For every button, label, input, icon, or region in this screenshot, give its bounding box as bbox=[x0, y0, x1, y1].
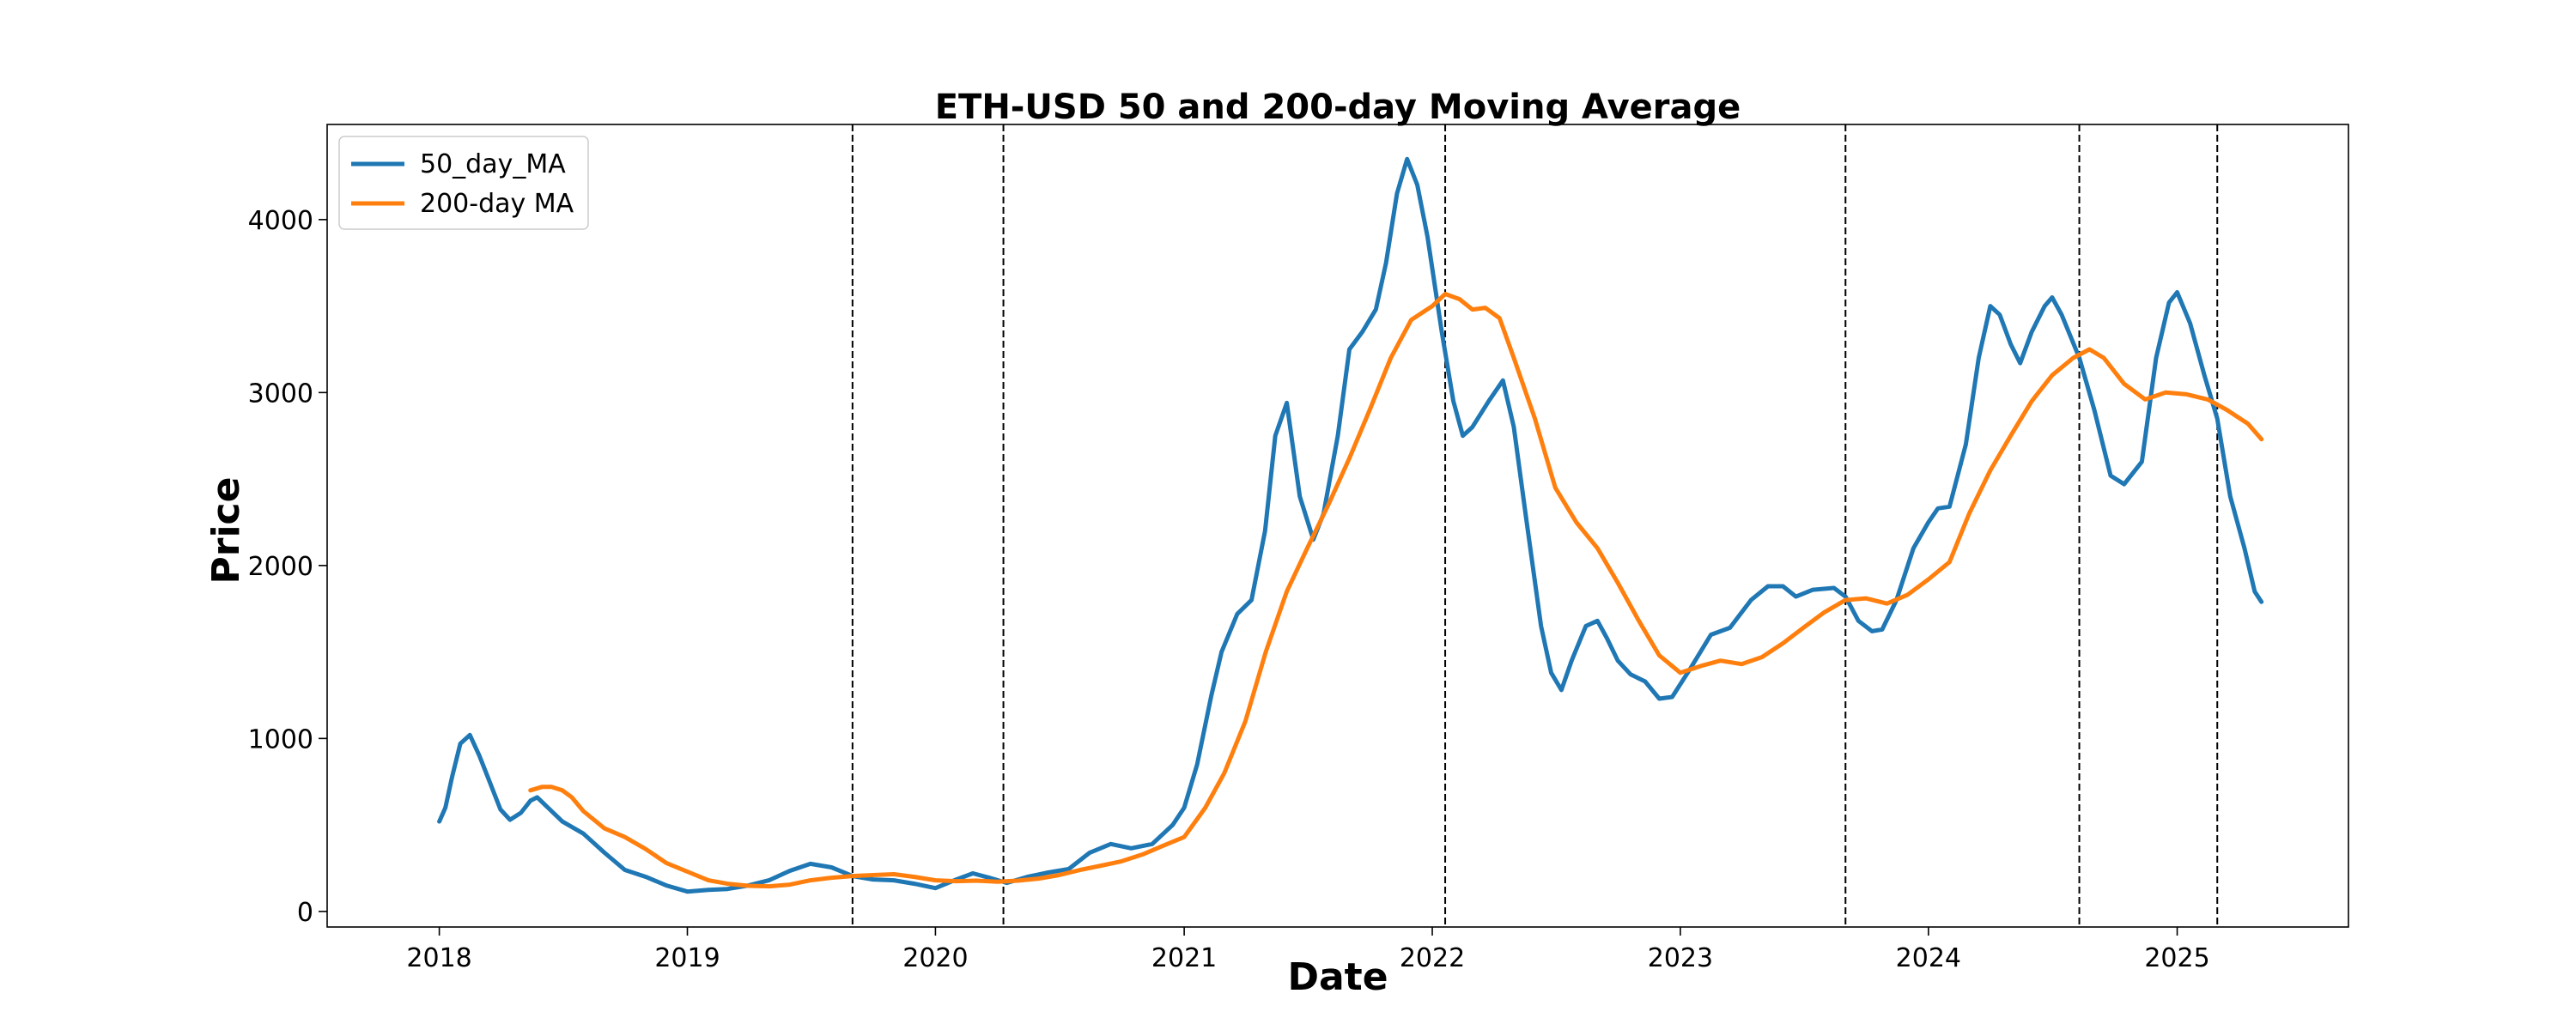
y-axis-ticks: 0 1000 2000 3000 4000 bbox=[248, 206, 327, 928]
y-tick-label-4000: 4000 bbox=[248, 206, 313, 236]
legend-label-1: 50_day_MA bbox=[420, 149, 566, 179]
x-tick-label-2022: 2022 bbox=[1400, 943, 1465, 973]
x-tick-label-2025: 2025 bbox=[2144, 943, 2209, 973]
x-axis-ticks: 2018 2019 2020 2021 2022 2023 2024 2025 bbox=[406, 927, 2210, 973]
y-tick-label-0: 0 bbox=[297, 898, 313, 928]
chart-title: ETH-USD 50 and 200-day Moving Average bbox=[935, 88, 1741, 127]
x-tick-label-2018: 2018 bbox=[406, 943, 471, 973]
series-line-200-day-ma bbox=[528, 292, 2264, 889]
x-tick-label-2023: 2023 bbox=[1648, 943, 1713, 973]
x-tick-label-2019: 2019 bbox=[654, 943, 720, 973]
x-tick-label-2021: 2021 bbox=[1151, 943, 1217, 973]
series-lines bbox=[437, 156, 2264, 894]
legend-label-2: 200-day MA bbox=[420, 189, 574, 219]
y-axis-label: Price bbox=[204, 477, 248, 585]
x-tick-label-2020: 2020 bbox=[902, 943, 968, 973]
series-line-50-day-ma bbox=[437, 156, 2264, 894]
x-tick-label-2024: 2024 bbox=[1896, 943, 1961, 973]
axes-frame bbox=[326, 124, 2349, 928]
legend-box bbox=[338, 136, 589, 230]
y-tick-label-2000: 2000 bbox=[248, 552, 313, 582]
y-tick-label-3000: 3000 bbox=[248, 379, 313, 409]
x-axis-label: Date bbox=[1287, 955, 1388, 999]
plot-area bbox=[326, 124, 2349, 928]
y-tick-label-1000: 1000 bbox=[248, 724, 313, 754]
legend: 50_day_MA 200-day MA bbox=[338, 136, 589, 230]
